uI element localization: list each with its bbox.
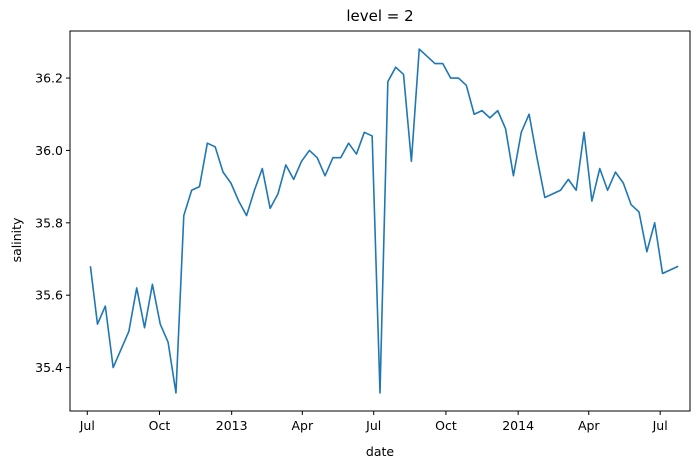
y-tick-label: 35.8 — [35, 215, 63, 230]
x-tick-label: 2013 — [216, 418, 248, 433]
y-tick-label: 36.0 — [35, 143, 63, 158]
x-tick-label: Jul — [652, 418, 668, 433]
y-tick-label: 36.2 — [35, 71, 63, 86]
x-tick-label: Oct — [435, 418, 457, 433]
x-tick-label: Jul — [79, 418, 95, 433]
x-tick-label: Apr — [578, 418, 600, 433]
axes-frame — [69, 30, 691, 412]
x-tick-label: Apr — [291, 418, 313, 433]
x-tick-label: Jul — [365, 418, 381, 433]
x-tick-label: 2014 — [502, 418, 534, 433]
plot-area — [69, 30, 691, 412]
x-tick-label: Oct — [149, 418, 171, 433]
x-axis-ticks: Jul Oct 2013 Apr Jul Oct 2014 Apr Jul — [79, 411, 668, 433]
x-axis-label: date — [366, 444, 394, 459]
y-tick-label: 35.6 — [35, 288, 63, 303]
chart-title: level = 2 — [346, 7, 413, 25]
y-axis-label: salinity — [9, 217, 24, 262]
y-axis-ticks: 35.4 35.6 35.8 36.0 36.2 — [35, 71, 70, 375]
y-tick-label: 35.4 — [35, 360, 63, 375]
series-line-0 — [89, 48, 679, 394]
